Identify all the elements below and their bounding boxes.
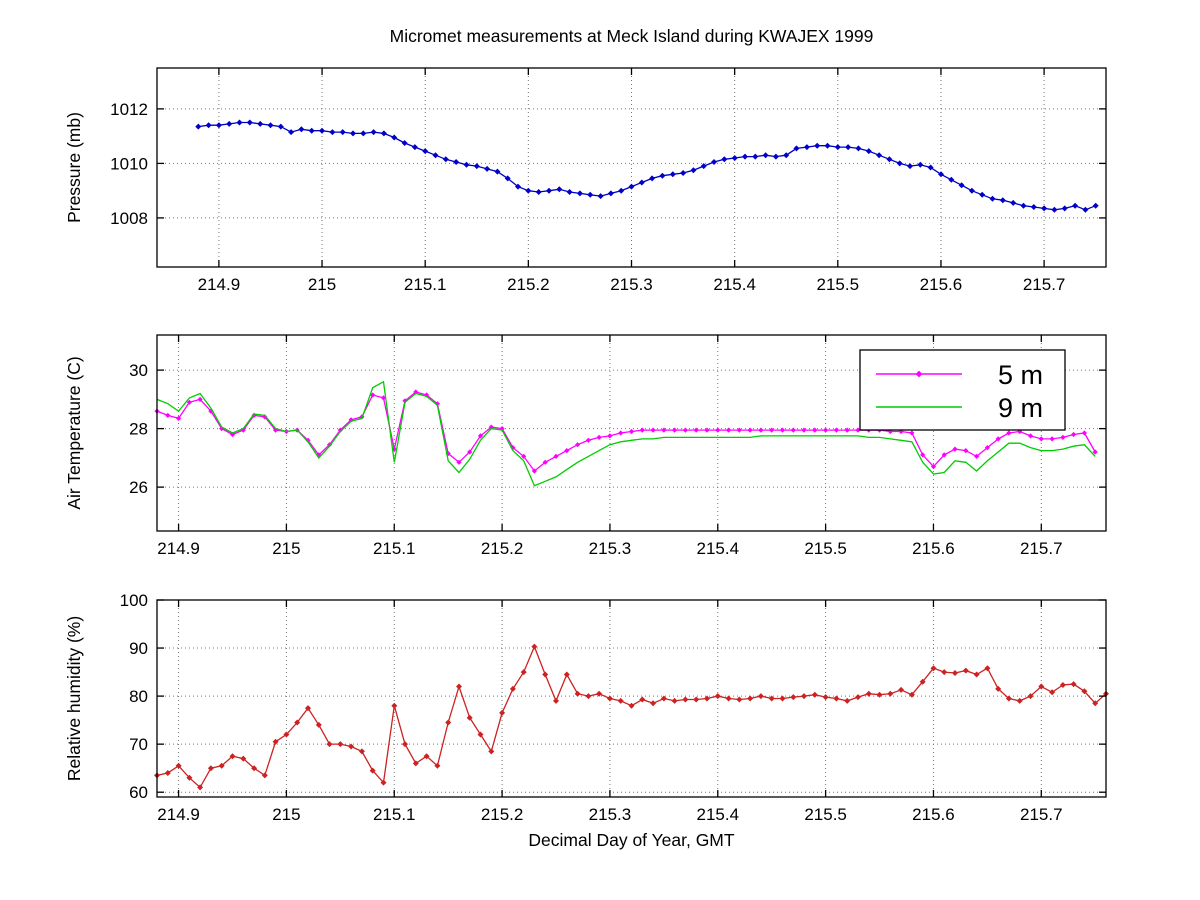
x-tick-label: 215.2 bbox=[507, 275, 550, 294]
y-tick-label: 100 bbox=[120, 591, 148, 610]
temp-5m-line bbox=[156, 391, 1096, 472]
x-tick-label: 215.7 bbox=[1020, 805, 1063, 824]
x-tick-label: 215 bbox=[272, 805, 300, 824]
legend-marker bbox=[915, 370, 923, 378]
x-tick-label: 215.5 bbox=[804, 805, 847, 824]
x-tick-label: 215.3 bbox=[610, 275, 653, 294]
x-tick-label: 215.2 bbox=[481, 539, 524, 558]
x-tick-label: 215.4 bbox=[696, 805, 739, 824]
plot-background bbox=[157, 68, 1106, 267]
x-tick-label: 215.6 bbox=[912, 539, 955, 558]
y-tick-label: 70 bbox=[129, 735, 148, 754]
x-tick-label: 214.9 bbox=[157, 539, 200, 558]
x-axis-label: Decimal Day of Year, GMT bbox=[528, 830, 735, 850]
x-tick-label: 215.6 bbox=[920, 275, 963, 294]
x-tick-label: 215.7 bbox=[1023, 275, 1066, 294]
x-tick-label: 215.5 bbox=[804, 539, 847, 558]
legend-label: 5 m bbox=[998, 360, 1043, 390]
axes-border bbox=[156, 599, 1107, 798]
y-tick-label: 28 bbox=[129, 420, 148, 439]
air-temperature-plot: 214.9 215 215.1 215.2 215.3 215.4 215.5 215.6 21… bbox=[64, 334, 1107, 558]
legend-label: 9 m bbox=[998, 393, 1043, 423]
y-tick-label: 90 bbox=[129, 639, 148, 658]
x-tick-label: 215.4 bbox=[696, 539, 739, 558]
y-tick-label: 1008 bbox=[110, 209, 148, 228]
y-tick-label: 80 bbox=[129, 687, 148, 706]
chart-title: Micromet measurements at Meck Island dur… bbox=[389, 26, 874, 46]
y-tick-label: 1010 bbox=[110, 154, 148, 173]
x-tick-label: 215.4 bbox=[713, 275, 756, 294]
y-tick-label: 30 bbox=[129, 361, 148, 380]
pressure-plot: 214.9 215 215.1 215.2 215.3 215.4 215.5 215.6 21… bbox=[64, 67, 1107, 294]
y-tick-label: 60 bbox=[129, 783, 148, 802]
axes-border bbox=[156, 334, 1107, 532]
x-tick-label: 215.2 bbox=[481, 805, 524, 824]
x-tick-label: 215.1 bbox=[404, 275, 447, 294]
legend-box bbox=[859, 349, 1066, 431]
x-tick-label: 215.3 bbox=[589, 805, 632, 824]
x-tick-label: 215 bbox=[272, 539, 300, 558]
x-tick-label: 215.5 bbox=[817, 275, 860, 294]
air-temperature-ylabel: Air Temperature (C) bbox=[64, 356, 84, 509]
temp-9m-line bbox=[156, 380, 1096, 487]
pressure-ylabel: Pressure (mb) bbox=[64, 112, 84, 223]
x-tick-label: 215.6 bbox=[912, 805, 955, 824]
x-tick-label: 214.9 bbox=[157, 805, 200, 824]
relative-humidity-ylabel: Relative humidity (%) bbox=[64, 616, 84, 781]
pressure-line bbox=[198, 121, 1096, 211]
x-tick-label: 214.9 bbox=[198, 275, 241, 294]
x-tick-label: 215.1 bbox=[373, 539, 416, 558]
x-tick-label: 215.1 bbox=[373, 805, 416, 824]
plot-background bbox=[157, 600, 1106, 797]
x-tick-label: 215.7 bbox=[1020, 539, 1063, 558]
y-tick-label: 1012 bbox=[110, 100, 148, 119]
y-tick-label: 26 bbox=[129, 478, 148, 497]
x-tick-label: 215.3 bbox=[589, 539, 632, 558]
x-tick-label: 215 bbox=[308, 275, 336, 294]
relative-humidity-plot: 214.9 215 215.1 215.2 215.3 215.4 215.5 215.6 21… bbox=[64, 591, 1109, 824]
